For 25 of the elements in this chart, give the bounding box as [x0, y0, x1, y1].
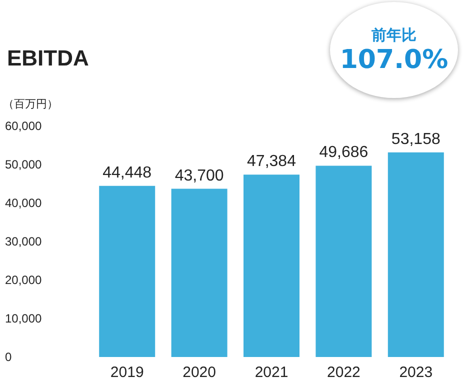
data-label: 49,686	[319, 144, 368, 162]
x-tick-label: 2020	[182, 364, 216, 381]
data-label: 47,384	[247, 153, 296, 170]
y-tick-label: 20,000	[5, 273, 42, 287]
speech-bubble: 前年比 107.0%	[330, 2, 458, 98]
bar	[388, 152, 444, 357]
y-tick-label: 40,000	[5, 196, 42, 210]
y-axis-title: （百万円）	[3, 98, 58, 110]
x-tick-label: 2019	[110, 364, 144, 381]
bar	[316, 166, 372, 357]
bar	[244, 174, 300, 357]
y-tick-label: 60,000	[5, 119, 42, 133]
x-tick-label: 2021	[254, 364, 288, 381]
bar	[171, 188, 228, 357]
data-label: 44,448	[102, 164, 152, 182]
y-tick-label: 30,000	[5, 234, 42, 248]
y-tick-label: 0	[5, 350, 12, 364]
data-label: 53,158	[391, 130, 440, 148]
chart-title: EBITDA	[7, 46, 89, 70]
y-tick-label: 10,000	[5, 312, 42, 326]
x-tick-label: 2023	[399, 364, 433, 381]
data-label: 43,700	[174, 167, 224, 184]
bar	[99, 186, 156, 357]
y-tick-label: 50,000	[5, 158, 42, 172]
x-tick-label: 2022	[327, 364, 360, 381]
